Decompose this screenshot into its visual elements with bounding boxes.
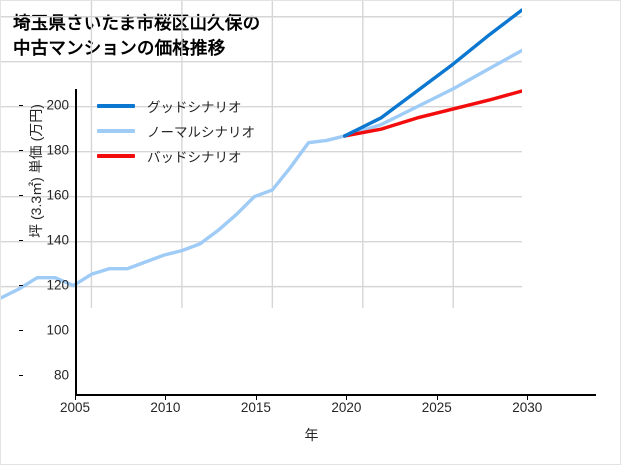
y-tick-label: 120 xyxy=(46,277,69,293)
legend-item[interactable]: バッドシナリオ xyxy=(97,143,317,168)
y-tick-label: 160 xyxy=(46,187,69,203)
legend-swatch-icon xyxy=(97,153,135,158)
x-axis-title: 年 xyxy=(304,427,319,443)
y-tick-label: 180 xyxy=(46,142,69,158)
x-tick-label: 2010 xyxy=(150,400,181,415)
y-tick-label: 80 xyxy=(53,367,69,383)
legend-item-label: バッドシナリオ xyxy=(147,149,242,165)
legend-item-label: グッドシナリオ xyxy=(147,99,242,115)
legend-item[interactable]: ノーマルシナリオ xyxy=(97,118,317,143)
x-axis-spine xyxy=(75,394,596,396)
y-axis-ticks: 200 180 160 140 120 100 80 xyxy=(19,1,69,466)
x-tick-mark xyxy=(527,396,529,400)
series-line-bad xyxy=(343,89,522,138)
x-tick-mark xyxy=(436,396,438,400)
series-line-good xyxy=(343,8,522,138)
page-title: 埼玉県さいたま市桜区山久保の 中古マンションの価格推移 xyxy=(13,13,261,59)
y-axis-title: 坪 (3.3㎡) 単価 (万円) xyxy=(28,104,44,238)
y-tick-mark xyxy=(19,329,23,331)
y-tick-mark xyxy=(19,239,23,241)
x-tick-label: 2005 xyxy=(59,400,91,415)
legend-item-label: ノーマルシナリオ xyxy=(147,124,255,140)
y-tick-label: 200 xyxy=(46,97,69,113)
x-tick-mark xyxy=(75,396,76,400)
legend-swatch-icon xyxy=(97,128,135,133)
legend-item[interactable]: グッドシナリオ xyxy=(97,93,317,118)
x-tick-label: 2030 xyxy=(512,400,543,415)
y-tick-mark xyxy=(19,284,23,286)
x-tick-mark xyxy=(255,396,257,400)
y-tick-mark xyxy=(19,194,23,196)
x-tick-mark xyxy=(346,396,348,400)
x-tick-label: 2025 xyxy=(421,400,452,415)
y-tick-mark xyxy=(19,149,23,151)
y-tick-label: 100 xyxy=(46,322,69,338)
legend-swatch-icon xyxy=(97,103,135,108)
y-axis-spine xyxy=(75,89,77,396)
plot-canvas xyxy=(1,1,522,308)
chart-legend: グッドシナリオ ノーマルシナリオ バッドシナリオ xyxy=(97,93,317,168)
series-line-normal xyxy=(1,48,522,300)
x-tick-label: 2020 xyxy=(331,400,362,415)
x-tick-label: 2015 xyxy=(240,400,271,415)
y-tick-mark xyxy=(19,374,23,376)
y-tick-mark xyxy=(19,104,23,106)
y-tick-label: 140 xyxy=(46,232,69,248)
x-tick-mark xyxy=(165,396,167,400)
